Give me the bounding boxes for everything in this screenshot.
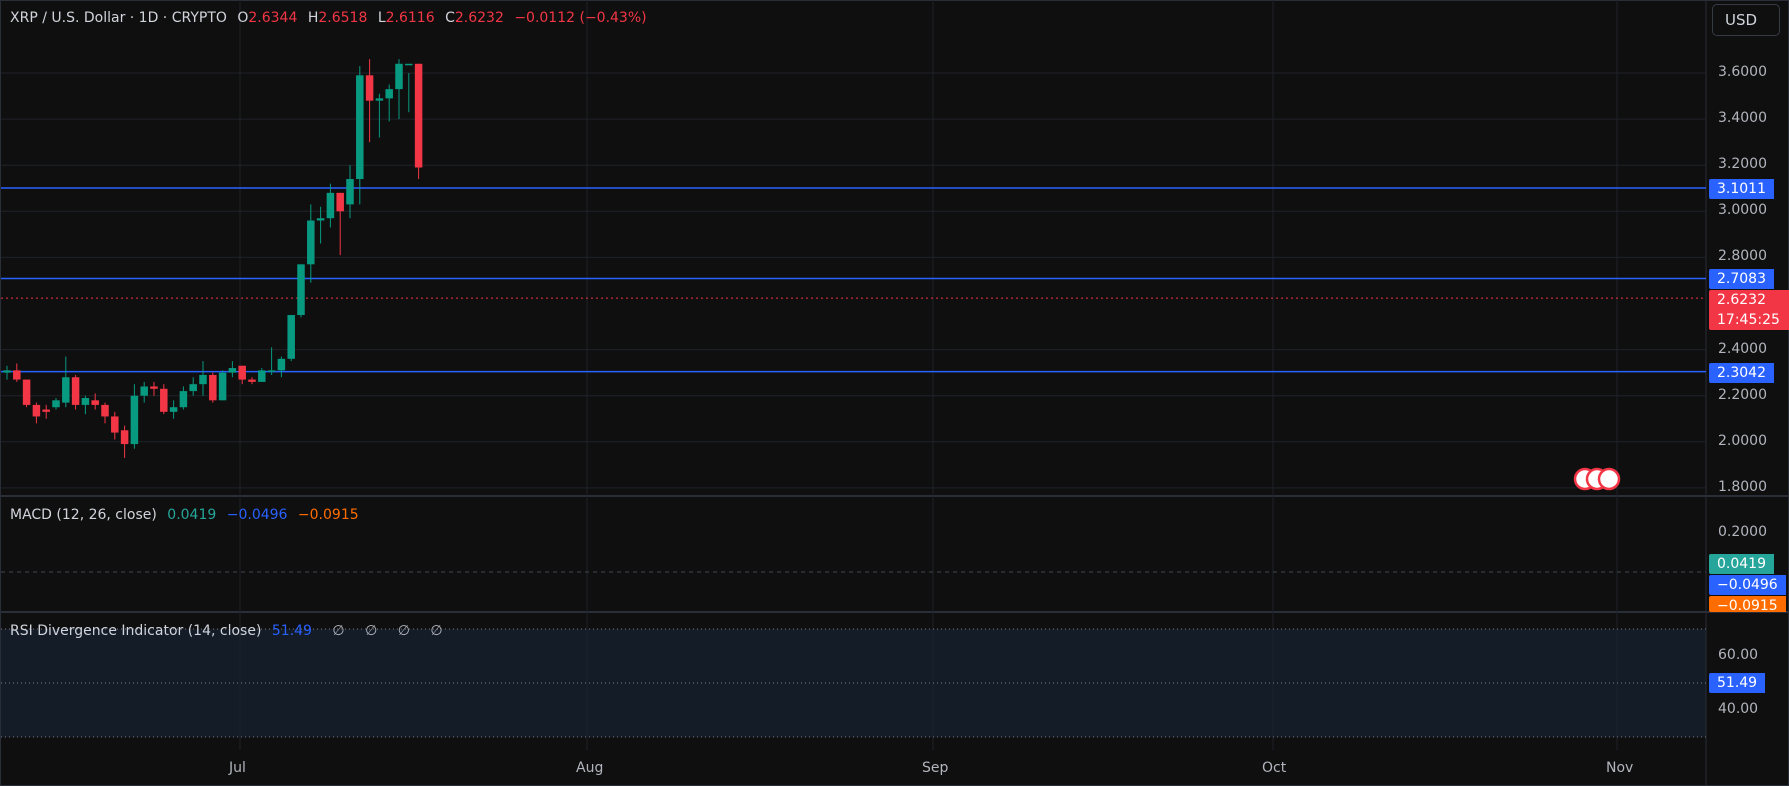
candle-body [287,315,295,359]
price-tick-label: 3.0000 [1718,202,1767,219]
candle-body [405,63,413,66]
last-price-tag: 2.6232 17:45:25 [1709,290,1789,330]
symbol-title: XRP / U.S. Dollar · 1D · CRYPTO [10,10,227,26]
rsi-title: RSI Divergence Indicator (14, close) [10,623,262,639]
us-flag-event-icon [1597,467,1621,491]
change-value: −0.0112 (−0.43%) [514,10,647,26]
price-tick-label: 3.4000 [1718,110,1767,127]
candle-body [22,379,31,405]
candle-body [258,370,266,382]
level-tag-1: 3.1011 [1709,179,1774,199]
candle-body [346,179,354,205]
candle-body [277,358,286,371]
candle-body [307,220,315,265]
macd-title: MACD (12, 26, close) [10,507,157,523]
macd-signal-value: −0.0915 [297,507,359,523]
candle-body [209,374,217,401]
candle-body [365,75,374,101]
price-tick-label: 2.4000 [1718,340,1767,357]
candle-body [42,409,50,412]
low-value: L2.6116 [377,10,435,26]
candle-body [81,398,90,405]
macd-signal-tag: −0.0915 [1709,596,1786,612]
candle-body [238,365,246,380]
candle-body [218,372,227,401]
macd-tick: 0.2000 [1718,524,1767,540]
macd-line-value: −0.0496 [226,507,288,523]
bar-countdown: 17:45:25 [1717,312,1780,328]
candle-body [130,395,139,445]
candle-body [160,388,168,412]
rsi-null-4: ∅ [430,623,443,639]
candle-body [414,63,423,168]
price-tick-label: 2.2000 [1718,386,1767,403]
candle-body [150,386,158,389]
rsi-value-tag: 51.49 [1709,673,1766,693]
price-tick-label: 1.8000 [1718,478,1767,495]
price-tick-label: 3.6000 [1718,64,1767,80]
candle-body [13,370,21,380]
candle-body [395,63,403,90]
symbol-legend: XRP / U.S. Dollar · 1D · CRYPTO O2.6344 … [10,10,653,26]
candle-body [248,379,256,382]
rsi-value: 51.49 [271,623,312,639]
candle-body [385,89,393,99]
candle-body [316,218,325,221]
open-value: O2.6344 [237,10,298,26]
macd-line-tag: −0.0496 [1709,575,1786,595]
rsi-null-3: ∅ [397,623,410,639]
rsi-legend: RSI Divergence Indicator (14, close) 51.… [10,623,449,639]
candle-body [228,368,237,373]
candle-body [199,374,207,385]
time-label-sep: Sep [922,760,949,776]
close-value: C2.6232 [445,10,504,26]
time-label-jul: Jul [229,760,246,776]
candle-body [375,98,384,101]
candle-body [169,407,178,412]
candle-body [62,377,70,403]
rsi-tick-40: 40.00 [1718,701,1759,717]
currency-button[interactable]: USD [1712,4,1780,36]
candle-body [267,370,276,372]
rsi-null-1: ∅ [332,623,345,639]
candle-body [91,400,99,405]
price-tick-label: 2.8000 [1718,248,1767,265]
candle-body [111,416,119,433]
time-label-aug: Aug [576,760,604,776]
candle-body [179,391,188,408]
candle-body [52,400,60,408]
candle-body [356,75,364,180]
rsi-null-2: ∅ [365,623,378,639]
price-tick-label: 2.0000 [1718,432,1767,449]
candle-body [189,384,197,392]
candle-body [101,404,109,417]
level-tag-2: 2.7083 [1709,269,1774,289]
candle-body [120,430,129,445]
time-label-oct: Oct [1262,760,1287,776]
last-price: 2.6232 [1717,292,1766,308]
macd-hist-value: 0.0419 [167,507,217,523]
candle-body [71,377,80,405]
candle-body [297,264,305,316]
time-label-nov: Nov [1606,760,1634,776]
candle-body [326,192,335,219]
candle-body [3,370,11,373]
macd-legend: MACD (12, 26, close) 0.0419 −0.0496 −0.0… [10,507,365,523]
candle-body [336,192,344,212]
macd-hist-tag: 0.0419 [1709,554,1774,574]
candle-body [32,404,41,417]
rsi-tick-60: 60.00 [1718,647,1759,663]
high-value: H2.6518 [307,10,368,26]
price-tick-label: 3.2000 [1718,156,1767,173]
candle-body [140,386,148,396]
level-tag-3: 2.3042 [1709,363,1774,383]
